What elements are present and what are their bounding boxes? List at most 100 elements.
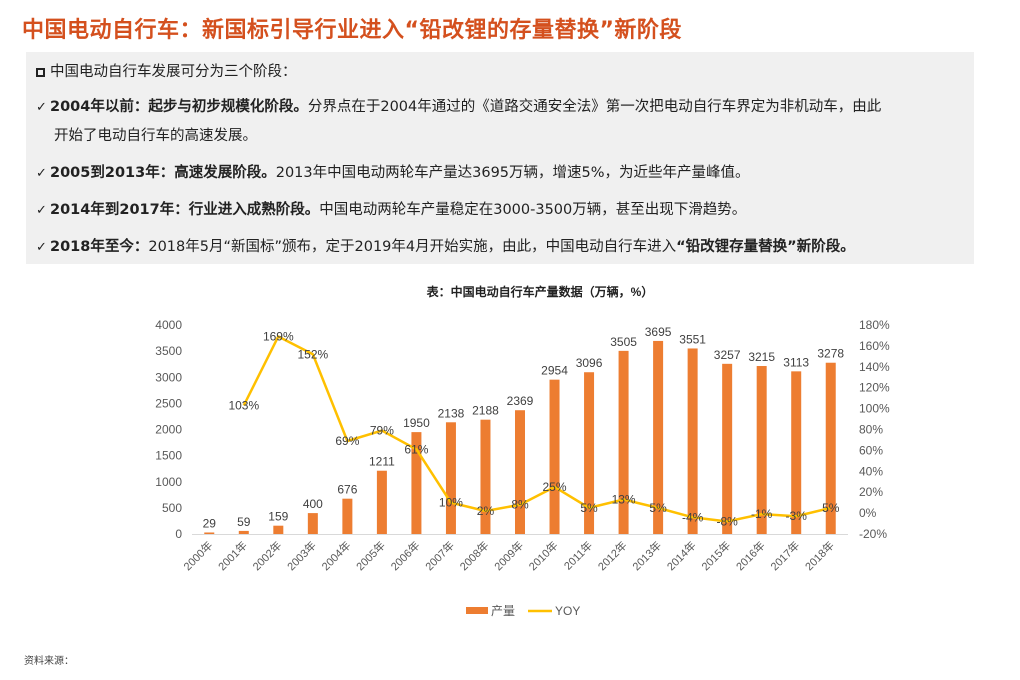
stage-3-heading: 2014年到2017年：行业进入成熟阶段。 — [50, 202, 320, 218]
intro-line: 中国电动自行车发展可分为三个阶段： — [36, 62, 297, 82]
x-tick-label: 2017年 — [767, 538, 802, 573]
y-right-tick-label: 100% — [859, 402, 890, 416]
bar-production — [376, 470, 387, 534]
stage-4-text: 2018年5月“新国标”颁布，定于2019年4月开始实施，由此，中国电动自行车进… — [148, 239, 677, 255]
yoy-value-label: -3% — [786, 509, 808, 523]
bar-value-label: 3113 — [783, 355, 809, 369]
bar-production — [825, 362, 836, 534]
bar-value-label: 2954 — [541, 364, 568, 378]
bar-production — [584, 372, 595, 534]
yoy-line — [242, 335, 832, 523]
legend-bar-swatch — [466, 607, 488, 614]
source-note: 资料来源： — [24, 656, 74, 667]
stage-1-heading: 2004年以前：起步与初步规模化阶段。 — [50, 99, 308, 115]
stage-1-continued: 开始了电动自行车的高速发展。 — [36, 126, 257, 146]
yoy-value-label: 10% — [439, 496, 463, 510]
x-tick-label: 2014年 — [664, 538, 699, 573]
bar-value-label: 29 — [203, 516, 217, 530]
bar-production — [618, 350, 629, 534]
y-right-tick-label: 40% — [859, 464, 883, 478]
x-tick-label: 2013年 — [629, 538, 664, 573]
y-left-tick-label: 500 — [162, 501, 182, 515]
bar-production — [791, 371, 802, 534]
y-right-tick-label: 80% — [859, 423, 883, 437]
bar-production — [653, 340, 664, 534]
stage-2: ✓ 2005到2013年：高速发展阶段。2013年中国电动两轮车产量达3695万辆… — [36, 163, 750, 184]
legend-line-label: YOY — [555, 604, 580, 618]
stage-4: ✓ 2018年至今：2018年5月“新国标”颁布，定于2019年4月开始实施，由此… — [36, 237, 855, 258]
page-title: 中国电动自行车：新国标引导行业进入“铅改锂的存量替换”新阶段 — [22, 18, 682, 43]
yoy-value-label: 69% — [335, 434, 359, 448]
bar-production — [687, 348, 698, 534]
bar-production — [549, 379, 560, 534]
stage-2-text: 2013年中国电动两轮车产量达3695万辆，增速5%，为近些年产量峰值。 — [275, 165, 750, 181]
yoy-value-label: -4% — [682, 510, 704, 524]
yoy-value-label: 152% — [297, 347, 328, 361]
stage-4-highlight: “铅改锂存量替换”新阶段。 — [676, 239, 855, 255]
x-tick-label: 2018年 — [802, 538, 837, 573]
yoy-value-label: 5% — [580, 501, 598, 515]
x-tick-label: 2005年 — [353, 538, 388, 573]
bar-value-label: 3257 — [714, 348, 741, 362]
y-right-tick-label: -20% — [859, 527, 887, 541]
y-right-tick-label: 140% — [859, 360, 890, 374]
bar-production — [411, 432, 422, 534]
bar-value-label: 1950 — [403, 416, 430, 430]
intro-text: 中国电动自行车发展可分为三个阶段： — [50, 64, 297, 80]
stage-2-heading: 2005到2013年：高速发展阶段。 — [50, 165, 276, 181]
y-left-tick-label: 2500 — [155, 396, 182, 410]
x-tick-label: 2015年 — [698, 538, 733, 573]
yoy-value-label: 103% — [228, 398, 259, 412]
x-tick-label: 2009年 — [491, 538, 526, 573]
summary-panel: 中国电动自行车发展可分为三个阶段： ✓ 2004年以前：起步与初步规模化阶段。分界… — [26, 52, 974, 264]
yoy-value-label: 169% — [263, 329, 294, 343]
square-bullet-icon — [36, 68, 45, 77]
y-right-tick-label: 60% — [859, 443, 883, 457]
y-left-tick-label: 1500 — [155, 449, 182, 463]
checkmark-icon: ✓ — [36, 203, 47, 218]
x-tick-label: 2008年 — [457, 538, 492, 573]
checkmark-icon: ✓ — [36, 166, 47, 181]
bar-value-label: 3695 — [645, 325, 672, 339]
bar-production — [722, 363, 733, 534]
stage-1-text: 分界点在于2004年通过的《道路交通安全法》第一次把电动自行车界定为非机动车，由… — [307, 99, 882, 115]
bar-production — [480, 419, 491, 534]
bar-value-label: 2369 — [507, 394, 534, 408]
yoy-value-label: 2% — [477, 504, 495, 518]
y-right-tick-label: 180% — [859, 318, 890, 332]
yoy-value-label: 79% — [370, 424, 394, 438]
x-tick-label: 2007年 — [422, 538, 457, 573]
y-left-tick-label: 3500 — [155, 344, 182, 358]
yoy-value-label: -8% — [716, 514, 738, 528]
chart-title: 表：中国电动自行车产量数据（万辆，%） — [426, 284, 654, 299]
x-tick-label: 2004年 — [318, 538, 353, 573]
bar-production — [307, 513, 318, 534]
x-tick-label: 2011年 — [561, 538, 595, 572]
x-tick-label: 2003年 — [284, 538, 319, 573]
yoy-value-label: 13% — [612, 493, 636, 507]
y-right-tick-label: 160% — [859, 339, 890, 353]
bar-value-label: 2188 — [472, 404, 499, 418]
bar-value-label: 3278 — [817, 347, 844, 361]
production-chart: 表：中国电动自行车产量数据（万辆，%） 0 500 1000 1500 2000 2500 3… — [155, 284, 890, 618]
bar-production — [238, 530, 249, 534]
checkmark-icon: ✓ — [36, 100, 47, 115]
yoy-value-label: 5% — [822, 501, 840, 515]
y-left-tick-label: 3000 — [155, 370, 182, 384]
bar-value-label: 159 — [268, 510, 288, 524]
y-right-tick-label: 20% — [859, 485, 883, 499]
x-tick-label: 2000年 — [180, 538, 215, 573]
bar-value-label: 1211 — [369, 455, 395, 469]
x-tick-label: 2016年 — [733, 538, 768, 573]
bar-value-label: 2138 — [438, 406, 465, 420]
bar-production — [342, 498, 353, 534]
bar-production — [445, 422, 456, 534]
stage-1-text-2: 开始了电动自行车的高速发展。 — [54, 128, 257, 144]
x-tick-label: 2001年 — [215, 538, 250, 573]
yoy-value-label: 5% — [649, 501, 667, 515]
y-right-tick-label: 120% — [859, 381, 890, 395]
y-left-tick-label: 1000 — [155, 475, 182, 489]
bar-production — [756, 366, 767, 534]
x-tick-label: 2010年 — [526, 538, 561, 573]
yoy-value-label: 25% — [543, 480, 567, 494]
